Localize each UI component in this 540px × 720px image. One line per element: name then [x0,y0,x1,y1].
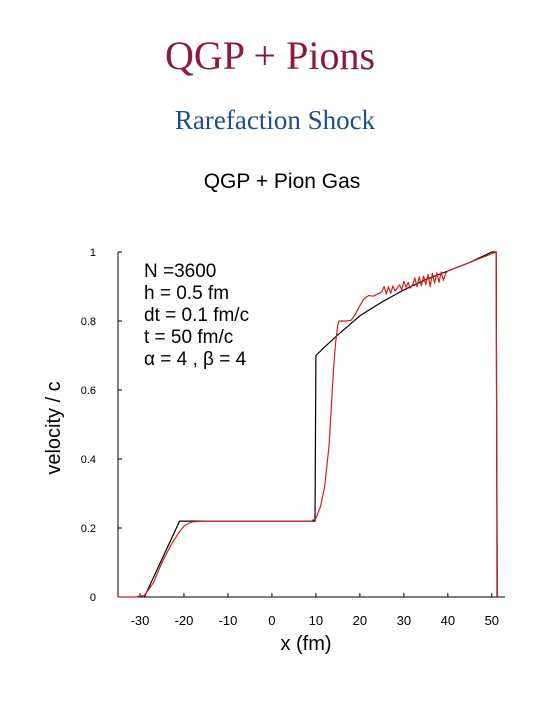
y-ticks: 0 0.2 0.4 0.6 0.8 1 [81,247,122,604]
annotation-line: α = 4 , β = 4 [144,349,247,370]
velocity-chart: QGP + Pion Gas 0 0.2 0.4 0.6 0.8 1 -30 -20 -10 0… [43,170,505,655]
y-axis-label: velocity / c [43,381,65,474]
x-tick-label: -10 [219,613,238,628]
x-tick-label: 50 [485,613,499,628]
x-tick-label: 0 [268,613,275,628]
annotation-line: N =3600 [144,261,216,282]
series-line-simulation [118,251,499,598]
annotation-line: h = 0.5 fm [144,283,229,304]
x-tick-label: -30 [131,613,150,628]
slide-title: QGP + Pions [164,33,376,78]
slide-subtitle: Rarefaction Shock [174,105,376,135]
y-axis-label-text: velocity / c [43,381,65,474]
x-tick-label: 20 [353,613,367,628]
y-tick-label: 0.6 [81,385,96,397]
x-tick-label: 30 [397,613,411,628]
annotation-line: t = 50 fm/c [144,327,233,348]
y-tick-label: 0.4 [81,454,96,466]
x-tick-label: -20 [175,613,194,628]
y-tick-label: 1 [90,247,96,259]
series-group [118,251,499,598]
x-axis-label: x (fm) [280,633,331,655]
x-ticks: -30 -20 -10 0 10 20 30 40 50 [131,593,499,628]
x-tick-label: 10 [309,613,323,628]
y-tick-label: 0.8 [81,316,96,328]
y-tick-label: 0.2 [81,523,96,535]
y-tick-label: 0 [90,592,96,604]
x-tick-label: 40 [441,613,455,628]
chart-title: QGP + Pion Gas [204,170,361,193]
annotation-line: dt = 0.1 fm/c [144,305,249,326]
